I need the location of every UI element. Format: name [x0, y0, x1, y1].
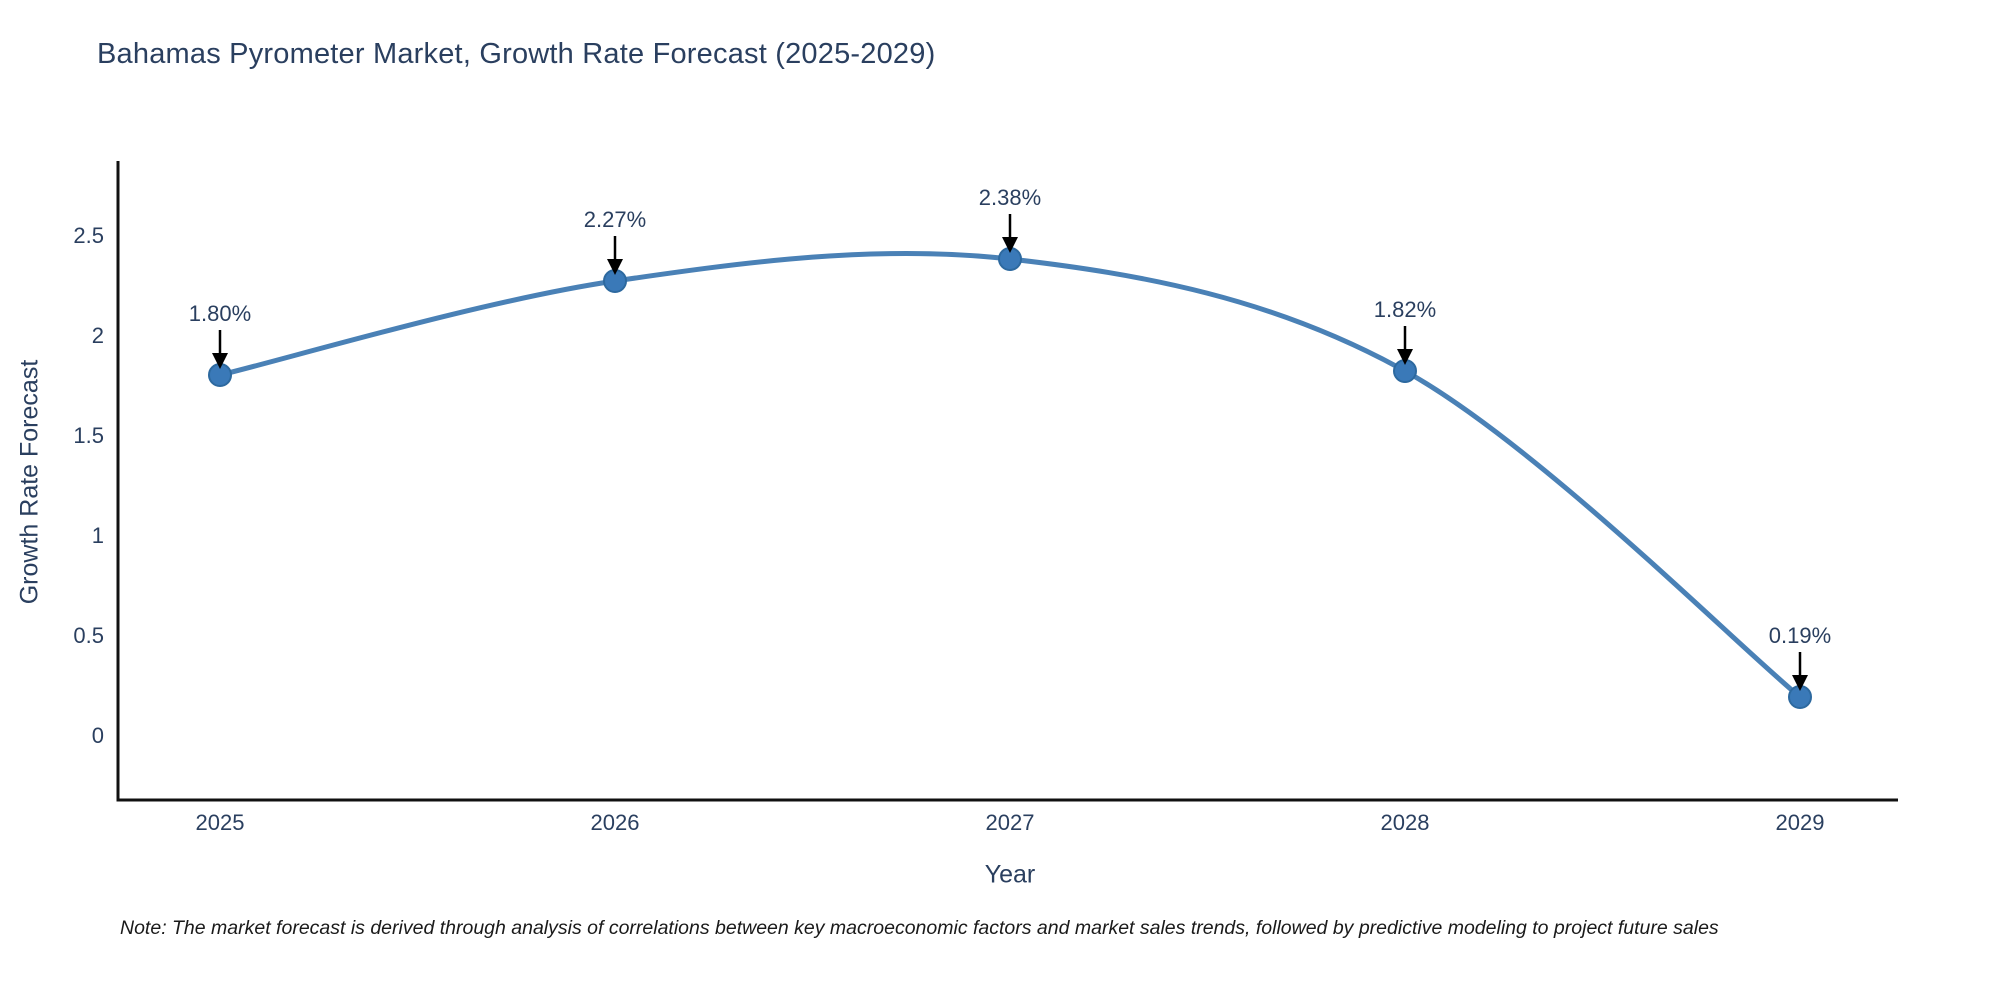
- annotation-arrow-head: [1002, 237, 1018, 253]
- series-line: [217, 250, 1803, 700]
- x-tick-label: 2026: [591, 810, 640, 835]
- y-tick-label: 2.5: [73, 223, 104, 248]
- y-tick-label: 2: [92, 323, 104, 348]
- x-tick-label: 2027: [986, 810, 1035, 835]
- y-tick-label: 1.5: [73, 423, 104, 448]
- point-value-label: 2.38%: [979, 185, 1041, 210]
- point-value-label: 2.27%: [584, 207, 646, 232]
- y-tick-label: 0: [92, 723, 104, 748]
- annotation-arrow-head: [1397, 349, 1413, 365]
- annotation-arrow-head: [212, 353, 228, 369]
- x-tick-label: 2029: [1776, 810, 1825, 835]
- chart-title: Bahamas Pyrometer Market, Growth Rate Fo…: [97, 38, 936, 70]
- annotation-arrow-head: [1792, 675, 1808, 691]
- point-value-label: 1.82%: [1374, 297, 1436, 322]
- point-value-label: 0.19%: [1769, 623, 1831, 648]
- x-tick-label: 2028: [1381, 810, 1430, 835]
- y-tick-label: 0.5: [73, 623, 104, 648]
- annotation-arrow-head: [607, 259, 623, 275]
- y-tick-label: 1: [92, 523, 104, 548]
- point-value-label: 1.80%: [189, 301, 251, 326]
- footnote: Note: The market forecast is derived thr…: [120, 917, 1719, 939]
- y-axis-title: Growth Rate Forecast: [15, 359, 44, 605]
- x-axis-title: Year: [984, 860, 1036, 889]
- x-tick-label: 2025: [196, 810, 245, 835]
